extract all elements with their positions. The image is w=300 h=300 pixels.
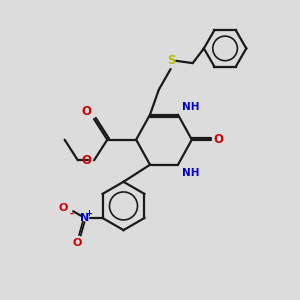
Text: O: O [82,105,92,118]
Text: -: - [70,209,74,219]
Text: O: O [73,238,82,248]
Text: NH: NH [182,168,199,178]
Text: N: N [80,213,89,223]
Text: O: O [213,133,223,146]
Text: O: O [58,203,68,213]
Text: NH: NH [182,102,199,112]
Text: +: + [85,209,92,218]
Text: S: S [167,54,176,67]
Text: O: O [82,154,92,167]
